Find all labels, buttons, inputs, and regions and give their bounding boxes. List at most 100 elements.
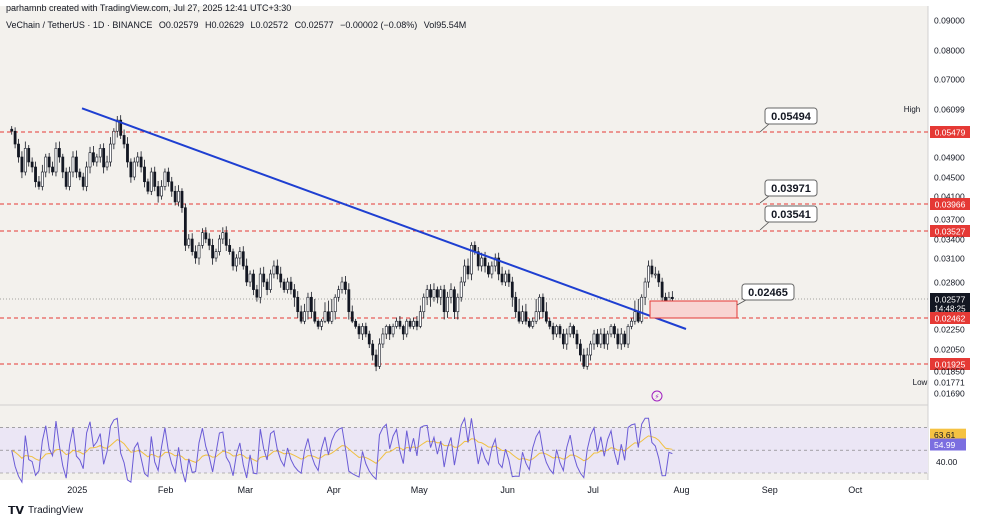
candle-body bbox=[146, 181, 150, 192]
candle-body bbox=[194, 251, 197, 259]
candle-body bbox=[255, 289, 259, 298]
candle-body bbox=[327, 311, 330, 322]
candle-body bbox=[197, 245, 201, 259]
candle-body bbox=[207, 238, 211, 246]
candle-body bbox=[27, 148, 31, 163]
candle-body bbox=[306, 296, 310, 313]
callout-leader bbox=[736, 299, 747, 306]
price-label-bg bbox=[930, 225, 970, 237]
candle-body bbox=[282, 281, 286, 290]
candle-body bbox=[289, 281, 293, 290]
candle-body bbox=[643, 281, 647, 298]
flash-icon bbox=[651, 390, 663, 402]
candle-body bbox=[670, 296, 674, 300]
candle-body bbox=[623, 333, 627, 345]
price-tick-label: 0.01771 bbox=[934, 378, 965, 388]
candle-body bbox=[337, 289, 341, 298]
price-tick-label: 0.04900 bbox=[934, 153, 965, 163]
candle-body bbox=[275, 265, 279, 275]
candle-body bbox=[92, 152, 95, 163]
price-tick-label: 0.02577 bbox=[935, 295, 966, 305]
callout-box bbox=[764, 205, 818, 223]
candle-body bbox=[183, 207, 187, 246]
candle-body bbox=[555, 326, 558, 335]
candle-body bbox=[214, 251, 218, 259]
candle-body bbox=[374, 354, 378, 367]
price-tick-label: 0.02250 bbox=[934, 325, 965, 335]
footer-brand[interactable]: 𝗧𝗩 TradingView bbox=[8, 504, 83, 517]
candle-body bbox=[34, 166, 37, 183]
footer-brand-label: TradingView bbox=[28, 505, 84, 516]
candle-body bbox=[75, 156, 78, 173]
candle-body bbox=[558, 326, 562, 335]
price-tick-label: 0.02800 bbox=[934, 278, 965, 288]
price-tick-label: 0.02462 bbox=[935, 314, 966, 324]
x-tick-label: Mar bbox=[238, 485, 254, 495]
candle-body bbox=[572, 326, 575, 335]
candle-body bbox=[435, 289, 439, 298]
price-tick-label: 0.03527 bbox=[935, 227, 966, 237]
candle-body bbox=[320, 320, 323, 327]
candle-body bbox=[599, 333, 603, 345]
candle-body bbox=[218, 238, 221, 252]
price-label-bg bbox=[930, 312, 970, 324]
candle-body bbox=[23, 148, 27, 173]
candle-body bbox=[510, 281, 514, 298]
candle-body bbox=[463, 265, 467, 283]
price-tick-label: 0.01925 bbox=[935, 360, 966, 370]
x-tick-label: Oct bbox=[848, 485, 863, 495]
candle-body bbox=[425, 289, 429, 298]
candle-body bbox=[340, 281, 344, 290]
candle-body bbox=[303, 311, 306, 322]
candle-body bbox=[333, 296, 337, 313]
candle-body bbox=[54, 148, 58, 173]
price-tick-label: 0.05479 bbox=[935, 128, 966, 138]
candle-body bbox=[37, 181, 41, 187]
candle-body bbox=[85, 166, 89, 187]
x-tick-label: Aug bbox=[673, 485, 689, 495]
candle-body bbox=[156, 186, 160, 197]
rsi-value-label: 63.61 bbox=[934, 430, 956, 440]
candle-body bbox=[299, 311, 303, 322]
candle-body bbox=[592, 333, 596, 345]
price-tick-label: 0.04100 bbox=[934, 192, 965, 202]
candle-body bbox=[626, 326, 630, 345]
price-tick-label: 0.08000 bbox=[934, 46, 965, 56]
candle-body bbox=[13, 130, 17, 145]
rsi-value-label: 54.99 bbox=[934, 440, 956, 450]
candle-body bbox=[616, 333, 620, 345]
candle-body bbox=[20, 156, 24, 173]
candle-body bbox=[456, 296, 460, 313]
candle-body bbox=[160, 186, 163, 197]
symbol-name[interactable]: VeChain / TetherUS · 1D · BINANCE bbox=[6, 20, 153, 30]
candle-body bbox=[238, 251, 242, 259]
x-tick-label: Jun bbox=[500, 485, 515, 495]
tradingview-logo-icon: 𝗧𝗩 bbox=[8, 505, 25, 517]
rsi-line bbox=[11, 416, 673, 484]
candle-body bbox=[578, 343, 582, 356]
candle-body bbox=[650, 265, 654, 275]
candle-body bbox=[575, 333, 579, 345]
candle-body bbox=[51, 166, 54, 173]
ohlc-open: O0.02579 bbox=[158, 20, 199, 30]
candle-body bbox=[507, 273, 511, 283]
candle-body bbox=[490, 265, 494, 275]
candle-body bbox=[139, 156, 143, 168]
candle-body bbox=[132, 161, 136, 178]
candle-body bbox=[190, 238, 194, 252]
candle-body bbox=[476, 251, 480, 267]
rsi-value-bg bbox=[930, 428, 966, 441]
chart-credit: parhamnb created with TradingView.com, J… bbox=[6, 3, 292, 13]
candle-body bbox=[105, 161, 109, 168]
time-axis-bg bbox=[0, 480, 984, 494]
candle-body bbox=[149, 171, 153, 192]
candle-body bbox=[126, 143, 129, 163]
candle-body bbox=[78, 171, 82, 178]
support-zone bbox=[649, 300, 738, 319]
candle-body bbox=[170, 181, 174, 192]
candle-body bbox=[398, 320, 402, 327]
candle-body bbox=[64, 171, 68, 187]
price-tick-label: 0.01850 bbox=[934, 367, 965, 377]
candle-body bbox=[367, 333, 371, 345]
